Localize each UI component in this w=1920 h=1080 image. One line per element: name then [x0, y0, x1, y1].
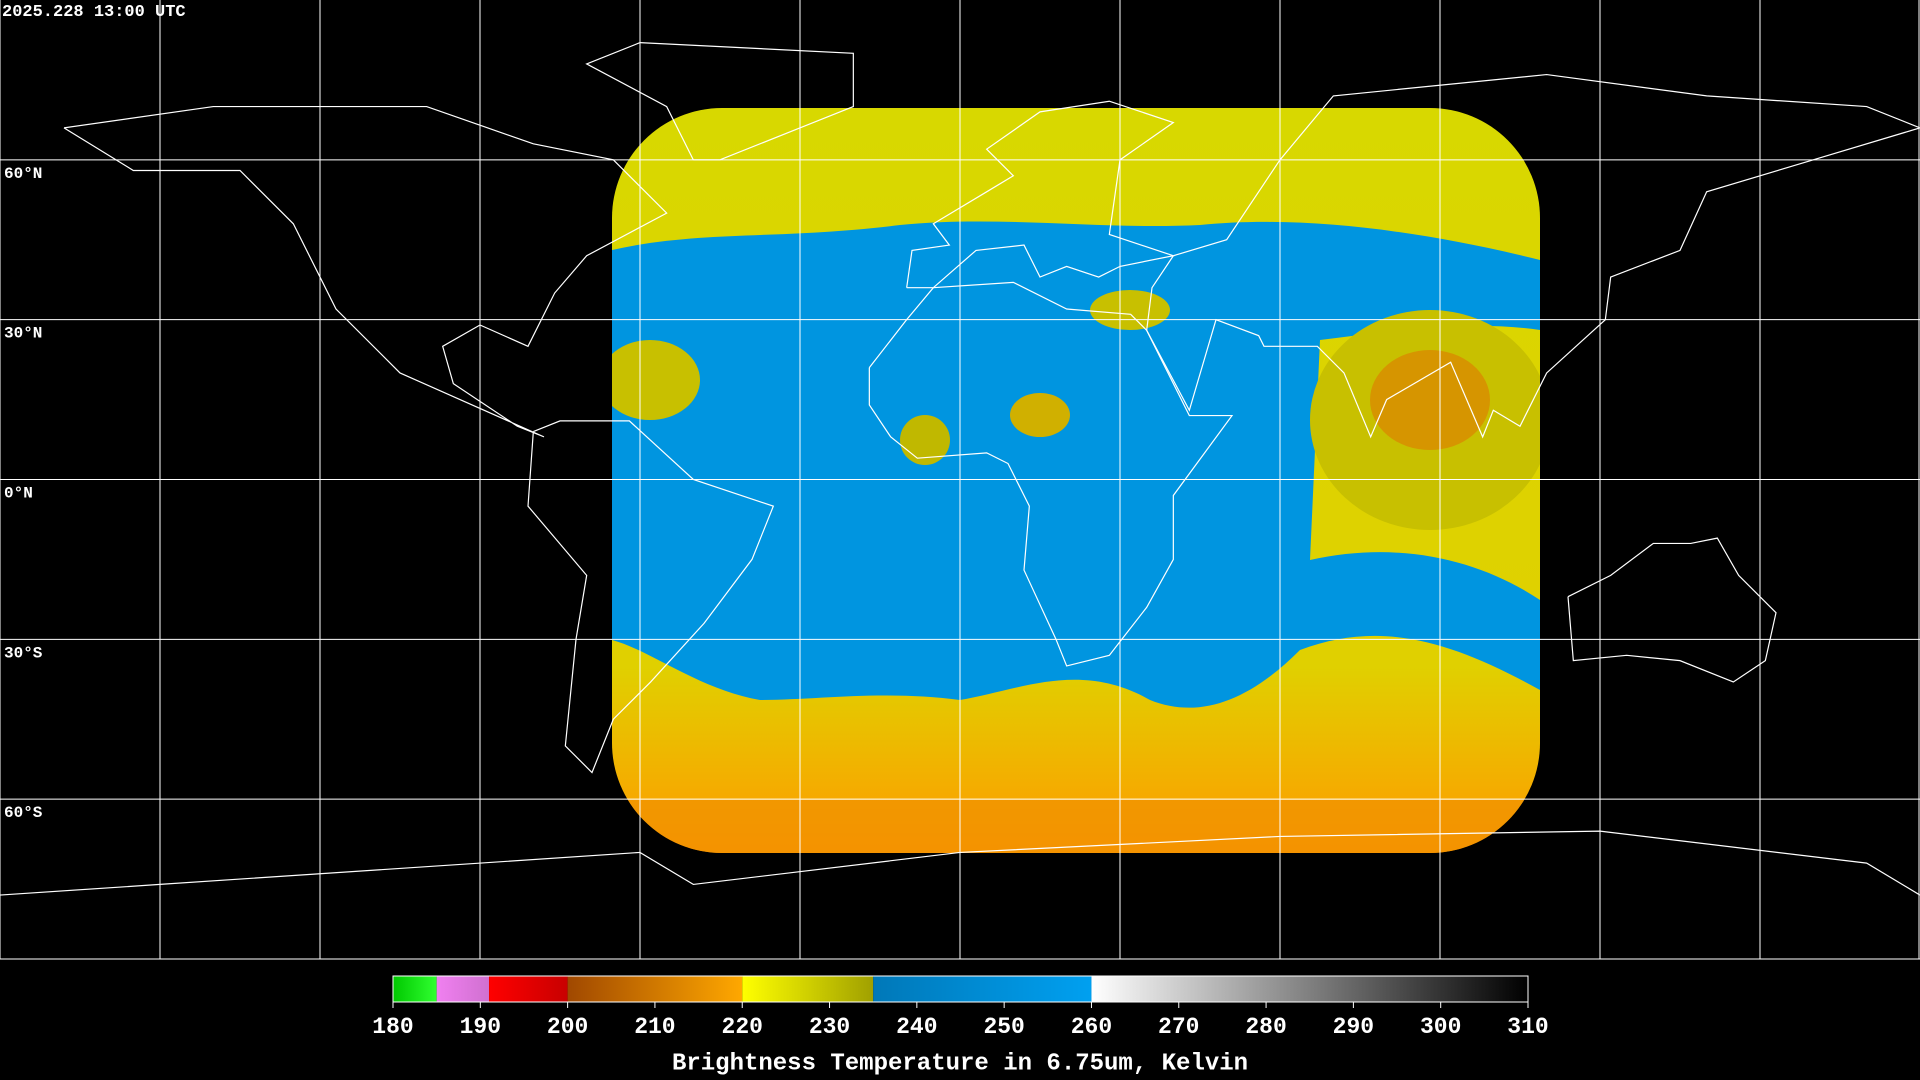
colorbar-segment	[436, 976, 490, 1002]
colorbar-segment	[873, 976, 1092, 1002]
coastline	[63, 105, 668, 438]
colorbar-segment	[567, 976, 743, 1002]
latitude-label: 0°N	[4, 485, 33, 503]
colorbar-segment	[742, 976, 874, 1002]
colorbar-tick-label: 310	[1507, 1014, 1548, 1040]
cloud-cluster	[1090, 290, 1170, 330]
latitude-label: 30°N	[4, 325, 42, 343]
graticule: 60°N 30°N 0°N 30°S 60°S	[0, 0, 1920, 960]
colorbar-tick-label: 240	[896, 1014, 937, 1040]
colorbar-segment	[489, 976, 568, 1002]
colorbar-tick-label: 270	[1158, 1014, 1199, 1040]
deep-convection	[1370, 350, 1490, 450]
colorbar-tick-label: 260	[1071, 1014, 1112, 1040]
colorbar-frame	[392, 975, 1529, 1003]
colorbar-tick-label: 250	[983, 1014, 1024, 1040]
colorbar-title: Brightness Temperature in 6.75um, Kelvin	[672, 1050, 1248, 1077]
colorbar-tick-label: 180	[372, 1014, 413, 1040]
colorbar-segment	[393, 976, 437, 1002]
timestamp: 2025.228 13:00 UTC	[2, 3, 186, 22]
cloud-cluster	[1010, 393, 1070, 437]
colorbar-tick-label: 230	[809, 1014, 850, 1040]
colorbar-segment	[1091, 976, 1528, 1002]
coastline	[1567, 537, 1777, 683]
colorbar-tick-label: 300	[1420, 1014, 1461, 1040]
colorbar-tick-label: 210	[634, 1014, 675, 1040]
latitude-label: 30°S	[4, 644, 43, 662]
colorbar-tick-label: 280	[1245, 1014, 1286, 1040]
cloud-cluster	[900, 415, 950, 465]
colorbar-tick-label: 190	[460, 1014, 501, 1040]
coastline	[527, 420, 775, 774]
cloud-cluster	[612, 340, 700, 420]
satellite-image	[612, 108, 1540, 853]
polar-band	[612, 800, 1540, 853]
colorbar-tick-label: 220	[722, 1014, 763, 1040]
latitude-label: 60°N	[4, 165, 42, 183]
coastline	[868, 281, 1234, 667]
coastline	[1146, 73, 1920, 439]
latitude-label: 60°S	[4, 804, 43, 822]
colorbar-tick-label: 290	[1333, 1014, 1374, 1040]
colorbar: 180 190 200 210 220 230 240 250 260 270 280 290 300 3…	[372, 975, 1549, 1040]
colorbar-tick-label: 200	[547, 1014, 588, 1040]
coastline	[585, 42, 854, 161]
dry-region	[612, 221, 1540, 708]
